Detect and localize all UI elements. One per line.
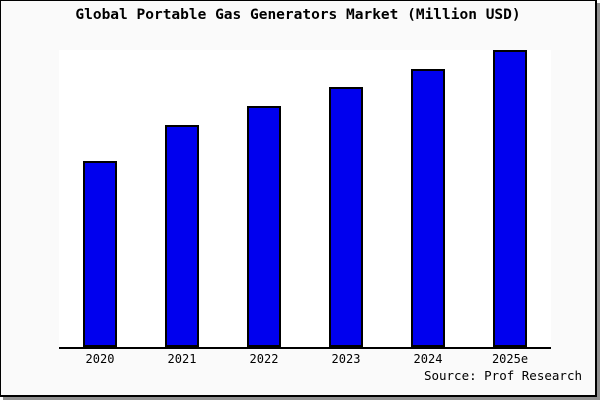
chart-title: Global Portable Gas Generators Market (M… xyxy=(75,7,521,23)
bar-2023 xyxy=(329,86,363,347)
bar-2021 xyxy=(165,124,199,347)
plot-area xyxy=(59,50,551,349)
x-axis-labels: 2020 2021 2022 2023 2024 2025e xyxy=(59,352,551,368)
bar-2022 xyxy=(247,105,281,347)
bar-2024 xyxy=(411,69,445,347)
source-note: Source: Prof Research xyxy=(423,368,582,383)
bar-2025e xyxy=(493,50,527,347)
x-tick-label-2024: 2024 xyxy=(413,352,443,366)
x-tick-label-2025e: 2025e xyxy=(491,352,529,366)
bar-2020 xyxy=(83,161,117,347)
x-tick-label-2020: 2020 xyxy=(85,352,115,366)
x-tick-label-2023: 2023 xyxy=(331,352,361,366)
x-tick-label-2022: 2022 xyxy=(249,352,279,366)
x-tick-label-2021: 2021 xyxy=(167,352,197,366)
